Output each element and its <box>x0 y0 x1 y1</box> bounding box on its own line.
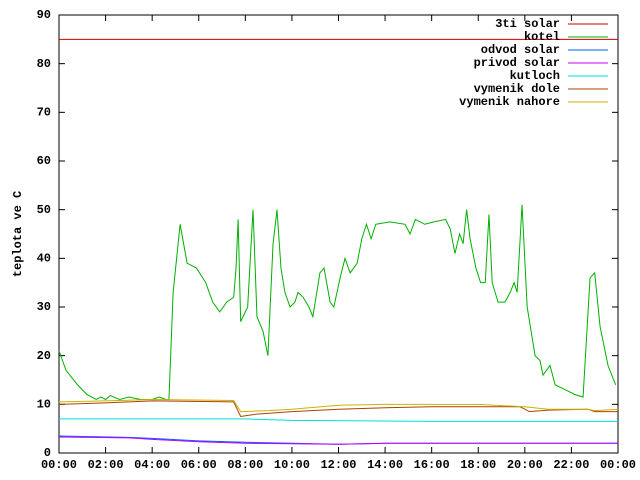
y-tick-label: 60 <box>37 154 51 168</box>
x-tick-label: 16:00 <box>414 458 450 472</box>
y-tick-label: 90 <box>37 8 51 22</box>
y-tick-label: 50 <box>37 203 51 217</box>
series-line <box>59 418 618 422</box>
legend-label: kutloch <box>510 69 560 83</box>
y-tick-label: 30 <box>37 300 51 314</box>
x-tick-label: 00:00 <box>41 458 77 472</box>
x-tick-label: 14:00 <box>367 458 403 472</box>
legend-label: privod solar <box>474 56 560 70</box>
y-axis-label: teplota ve C <box>11 191 25 277</box>
x-tick-label: 04:00 <box>134 458 170 472</box>
y-tick-label: 20 <box>37 349 51 363</box>
x-tick-label: 00:00 <box>600 458 636 472</box>
series-line <box>58 398 619 413</box>
legend-label: 3ti solar <box>495 17 560 31</box>
x-tick-label: 02:00 <box>88 458 124 472</box>
legend-label: vymenik dole <box>474 82 560 96</box>
x-tick-label: 20:00 <box>507 458 543 472</box>
y-tick-label: 0 <box>44 446 51 460</box>
x-tick-label: 22:00 <box>553 458 589 472</box>
x-tick-label: 08:00 <box>227 458 263 472</box>
x-tick-label: 18:00 <box>460 458 496 472</box>
y-tick-label: 40 <box>37 252 51 266</box>
series-line <box>58 400 618 418</box>
series-line <box>58 204 617 401</box>
y-tick-label: 10 <box>37 398 51 412</box>
x-tick-label: 06:00 <box>181 458 217 472</box>
series-line <box>58 436 618 445</box>
y-tick-label: 70 <box>37 106 51 120</box>
legend-label: vymenik nahore <box>459 95 560 109</box>
legend-label: kotel <box>524 30 560 44</box>
x-tick-label: 10:00 <box>274 458 310 472</box>
legend-label: odvod solar <box>481 43 560 57</box>
x-tick-label: 12:00 <box>320 458 356 472</box>
y-tick-label: 80 <box>37 57 51 71</box>
